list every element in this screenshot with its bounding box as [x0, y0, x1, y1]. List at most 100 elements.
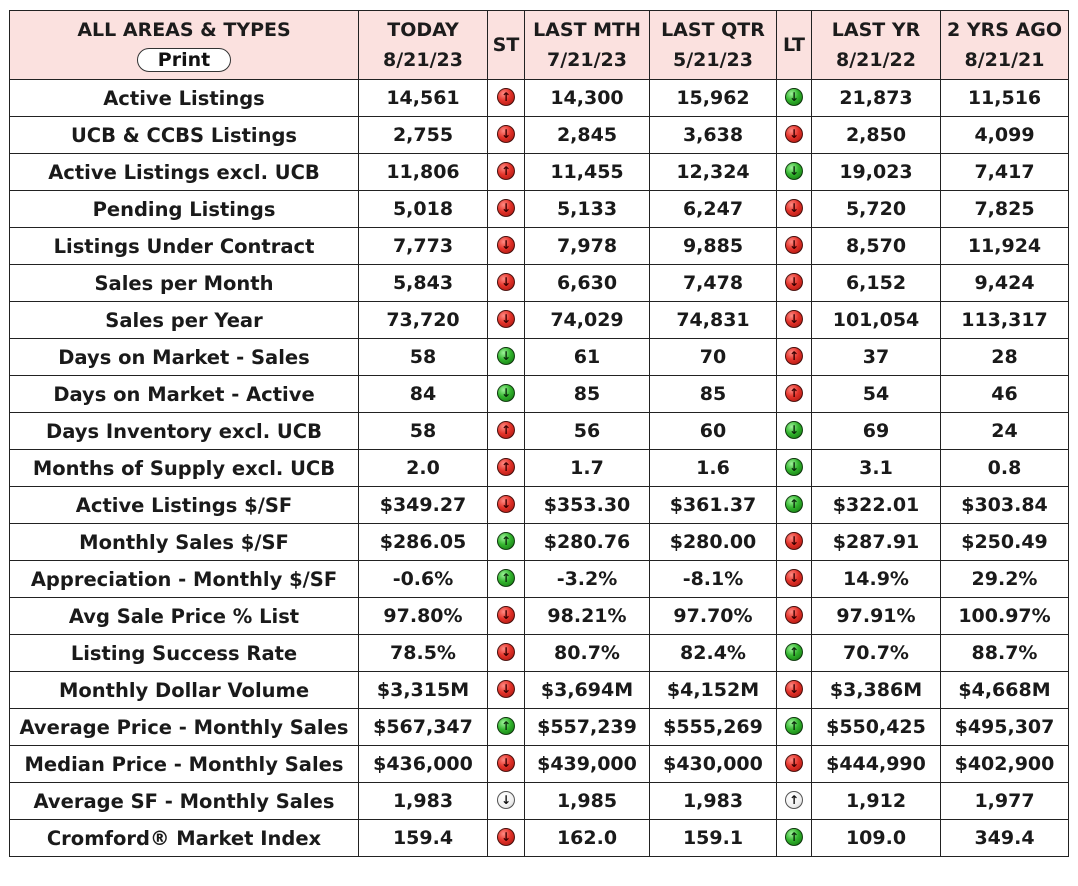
lt-trend-indicator-cell: ↓ [776, 79, 812, 117]
header-last-mth-date: 7/21/23 [547, 49, 627, 71]
metric-label: Sales per Month [9, 264, 359, 302]
metric-label: Avg Sale Price % List [9, 597, 359, 635]
arrow-down-icon: ↓ [785, 273, 803, 291]
last-mth-value: 162.0 [524, 819, 650, 857]
arrow-up-icon: ↑ [497, 532, 515, 550]
header-lt-label: LT [783, 34, 805, 56]
last-mth-value: 1,985 [524, 782, 650, 820]
two-yrs-ago-value: 28 [940, 338, 1069, 376]
table-row: Listing Success Rate 78.5% ↓ 80.7% 82.4% ↑ 70.… [9, 634, 1069, 672]
last-qtr-value: $361.37 [649, 486, 777, 524]
arrow-down-icon: ↓ [497, 828, 515, 846]
arrow-down-icon: ↓ [497, 606, 515, 624]
table-row: Days on Market - Active 84 ↓ 85 85 ↑ 54 46 [9, 375, 1069, 413]
today-value: $349.27 [358, 486, 488, 524]
lt-trend-indicator-cell: ↓ [776, 153, 812, 191]
two-yrs-ago-value: 0.8 [940, 449, 1069, 487]
arrow-up-icon: ↑ [785, 791, 803, 809]
st-trend-indicator-cell: ↑ [487, 412, 525, 450]
last-qtr-value: 85 [649, 375, 777, 413]
last-yr-value: 54 [811, 375, 941, 413]
lt-trend-indicator-cell: ↓ [776, 560, 812, 598]
table-row: Active Listings 14,561 ↑ 14,300 15,962 ↓ 21,87… [9, 79, 1069, 117]
lt-trend-indicator-cell: ↑ [776, 338, 812, 376]
last-yr-value: 3.1 [811, 449, 941, 487]
arrow-down-icon: ↓ [497, 347, 515, 365]
header-lt: LT [776, 10, 812, 80]
lt-trend-indicator-cell: ↓ [776, 116, 812, 154]
header-st-label: ST [492, 34, 520, 56]
last-mth-value: 7,978 [524, 227, 650, 265]
arrow-down-icon: ↓ [497, 125, 515, 143]
header-st: ST [487, 10, 525, 80]
today-value: 1,983 [358, 782, 488, 820]
arrow-up-icon: ↑ [497, 458, 515, 476]
st-trend-indicator-cell: ↓ [487, 782, 525, 820]
metric-label: Average Price - Monthly Sales [9, 708, 359, 746]
today-value: 14,561 [358, 79, 488, 117]
two-yrs-ago-value: $250.49 [940, 523, 1069, 561]
metric-label: Average SF - Monthly Sales [9, 782, 359, 820]
last-mth-value: $353.30 [524, 486, 650, 524]
st-trend-indicator-cell: ↑ [487, 560, 525, 598]
two-yrs-ago-value: $4,668M [940, 671, 1069, 709]
arrow-up-icon: ↑ [497, 162, 515, 180]
last-yr-value: 14.9% [811, 560, 941, 598]
header-last-yr-date: 8/21/22 [836, 49, 916, 71]
lt-trend-indicator-cell: ↓ [776, 523, 812, 561]
arrow-down-icon: ↓ [497, 310, 515, 328]
today-value: 97.80% [358, 597, 488, 635]
lt-trend-indicator-cell: ↑ [776, 782, 812, 820]
header-last-yr-label: LAST YR [831, 19, 921, 41]
metric-label: Monthly Dollar Volume [9, 671, 359, 709]
arrow-down-icon: ↓ [785, 532, 803, 550]
last-qtr-value: 6,247 [649, 190, 777, 228]
table-row: Pending Listings 5,018 ↓ 5,133 6,247 ↓ 5,720 7,… [9, 190, 1069, 228]
lt-trend-indicator-cell: ↓ [776, 745, 812, 783]
last-qtr-value: $280.00 [649, 523, 777, 561]
arrow-down-icon: ↓ [497, 643, 515, 661]
two-yrs-ago-value: $303.84 [940, 486, 1069, 524]
last-mth-value: $280.76 [524, 523, 650, 561]
last-qtr-value: 70 [649, 338, 777, 376]
arrow-down-icon: ↓ [785, 458, 803, 476]
st-trend-indicator-cell: ↓ [487, 745, 525, 783]
last-yr-value: 101,054 [811, 301, 941, 339]
last-yr-value: 69 [811, 412, 941, 450]
metric-label: Listing Success Rate [9, 634, 359, 672]
last-yr-value: 97.91% [811, 597, 941, 635]
last-yr-value: 21,873 [811, 79, 941, 117]
last-qtr-value: 12,324 [649, 153, 777, 191]
two-yrs-ago-value: 4,099 [940, 116, 1069, 154]
two-yrs-ago-value: 113,317 [940, 301, 1069, 339]
last-yr-value: 37 [811, 338, 941, 376]
today-value: $3,315M [358, 671, 488, 709]
metric-label: Active Listings excl. UCB [9, 153, 359, 191]
last-qtr-value: 159.1 [649, 819, 777, 857]
lt-trend-indicator-cell: ↑ [776, 819, 812, 857]
last-qtr-value: 3,638 [649, 116, 777, 154]
last-yr-value: 1,912 [811, 782, 941, 820]
lt-trend-indicator-cell: ↓ [776, 597, 812, 635]
header-row: ALL AREAS & TYPES Print TODAY 8/21/23 ST… [9, 10, 1069, 80]
arrow-down-icon: ↓ [785, 421, 803, 439]
last-qtr-value: 74,831 [649, 301, 777, 339]
arrow-up-icon: ↑ [497, 569, 515, 587]
last-qtr-value: 7,478 [649, 264, 777, 302]
two-yrs-ago-value: 88.7% [940, 634, 1069, 672]
last-yr-value: 8,570 [811, 227, 941, 265]
header-2-yrs-ago-date: 8/21/21 [964, 49, 1045, 71]
st-trend-indicator-cell: ↓ [487, 301, 525, 339]
two-yrs-ago-value: 46 [940, 375, 1069, 413]
lt-trend-indicator-cell: ↑ [776, 486, 812, 524]
print-button[interactable]: Print [136, 48, 232, 72]
table-row: Avg Sale Price % List 97.80% ↓ 98.21% 97.70%… [9, 597, 1069, 635]
st-trend-indicator-cell: ↑ [487, 153, 525, 191]
today-value: $436,000 [358, 745, 488, 783]
lt-trend-indicator-cell: ↑ [776, 634, 812, 672]
two-yrs-ago-value: $402,900 [940, 745, 1069, 783]
header-last-mth-label: LAST MTH [533, 19, 641, 41]
st-trend-indicator-cell: ↑ [487, 708, 525, 746]
arrow-up-icon: ↑ [497, 88, 515, 106]
arrow-down-icon: ↓ [497, 754, 515, 772]
